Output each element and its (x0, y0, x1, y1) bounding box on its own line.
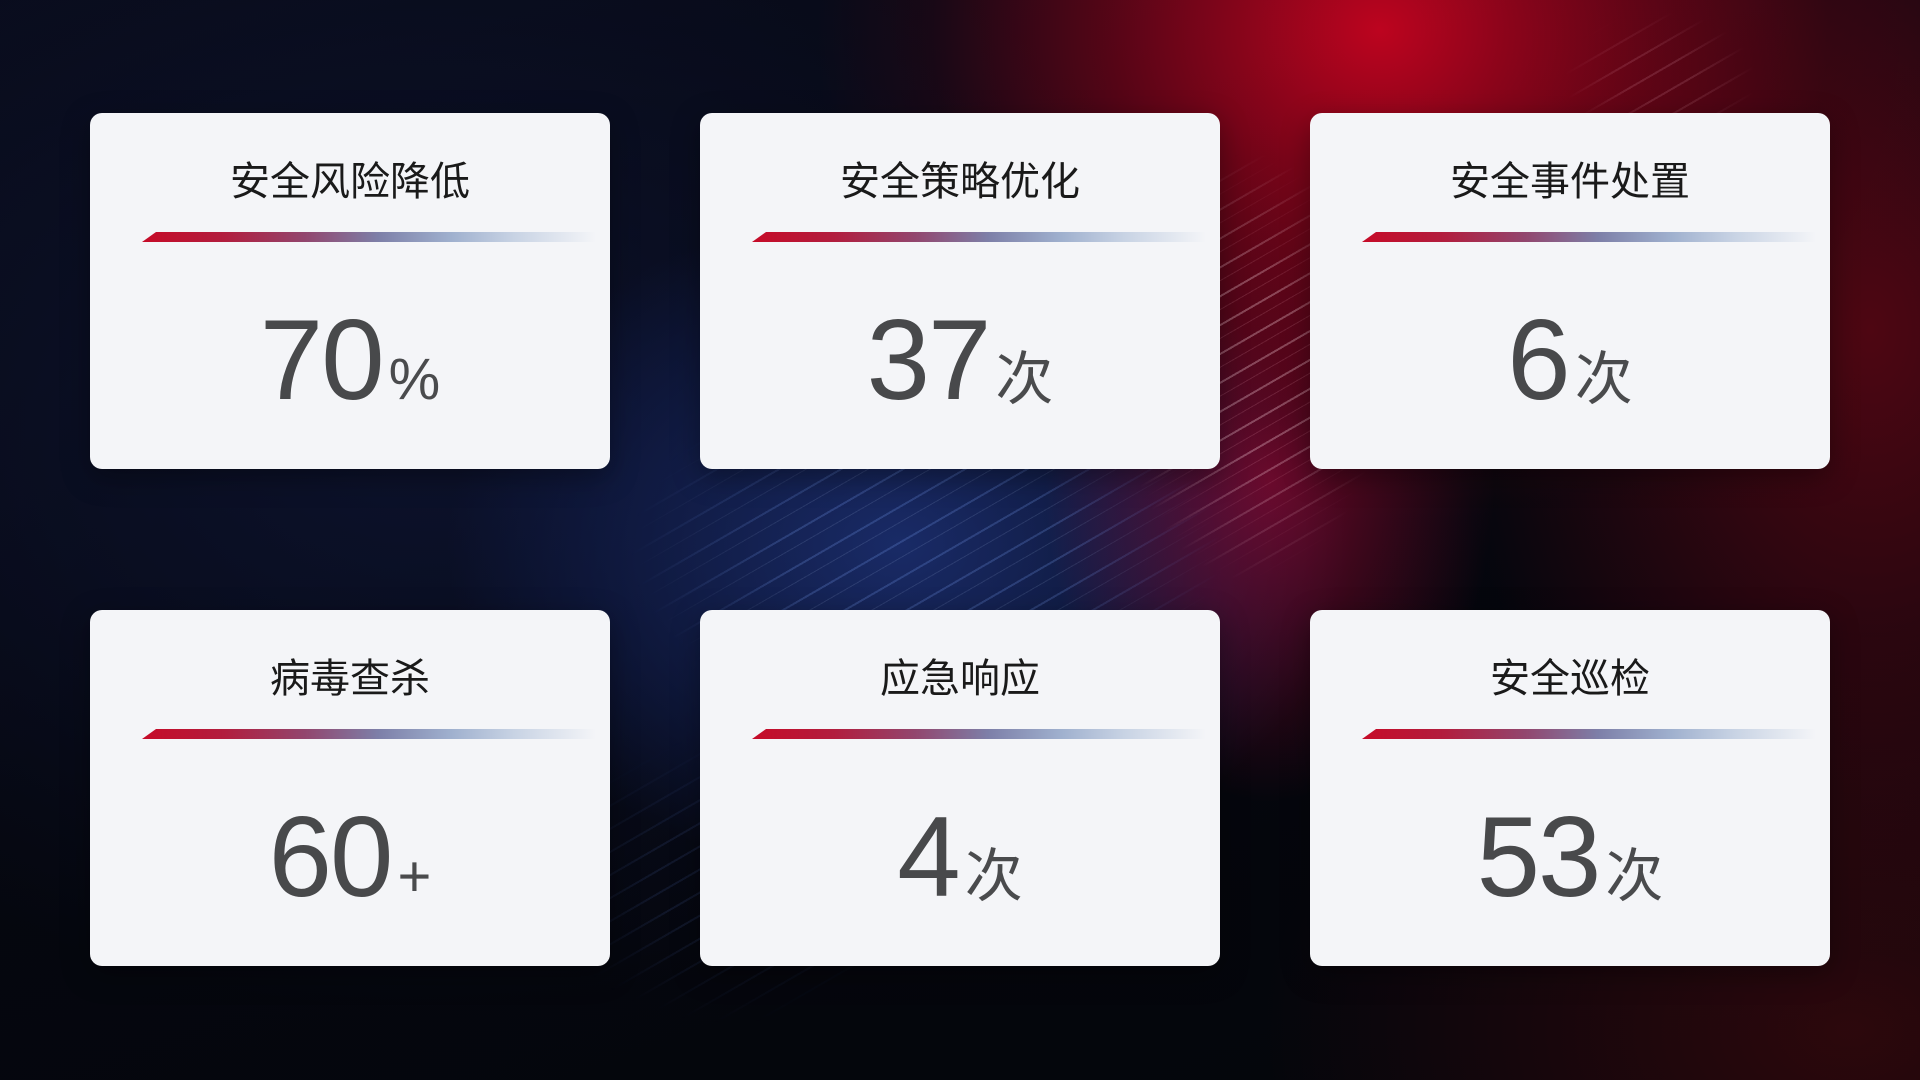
stat-card-risk-reduction: 安全风险降低 70 % (90, 113, 610, 469)
value-unit: 次 (1605, 844, 1664, 909)
gradient-divider (752, 232, 1206, 242)
gradient-divider (1362, 232, 1816, 242)
value-unit: 次 (995, 347, 1054, 412)
gradient-divider (1362, 729, 1816, 739)
stat-card-incident-handling: 安全事件处置 6 次 (1310, 113, 1830, 469)
gradient-divider (752, 729, 1206, 739)
card-title: 安全事件处置 (1450, 160, 1690, 204)
card-title: 应急响应 (880, 657, 1040, 701)
value-unit: 次 (964, 844, 1023, 909)
stat-card-virus-scan: 病毒查杀 60 + (90, 610, 610, 966)
card-value: 6 次 (1310, 304, 1830, 418)
value-number: 70 (259, 297, 385, 424)
card-title: 安全策略优化 (840, 160, 1080, 204)
value-number: 4 (897, 794, 960, 921)
gradient-divider (142, 232, 596, 242)
stat-card-security-inspection: 安全巡检 53 次 (1310, 610, 1830, 966)
value-unit: + (397, 844, 432, 909)
card-title: 病毒查杀 (270, 657, 430, 701)
value-number: 60 (268, 794, 394, 921)
card-value: 4 次 (700, 801, 1220, 915)
gradient-divider (142, 729, 596, 739)
card-value: 53 次 (1310, 801, 1830, 915)
value-number: 53 (1476, 794, 1602, 921)
card-value: 60 + (90, 801, 610, 915)
card-title: 安全风险降低 (230, 160, 470, 204)
value-unit: % (388, 347, 441, 412)
stat-card-emergency-response: 应急响应 4 次 (700, 610, 1220, 966)
value-number: 6 (1507, 297, 1570, 424)
value-number: 37 (866, 297, 992, 424)
value-unit: 次 (1574, 347, 1633, 412)
stat-card-policy-optimization: 安全策略优化 37 次 (700, 113, 1220, 469)
card-title: 安全巡检 (1490, 657, 1650, 701)
card-value: 37 次 (700, 304, 1220, 418)
card-value: 70 % (90, 304, 610, 418)
